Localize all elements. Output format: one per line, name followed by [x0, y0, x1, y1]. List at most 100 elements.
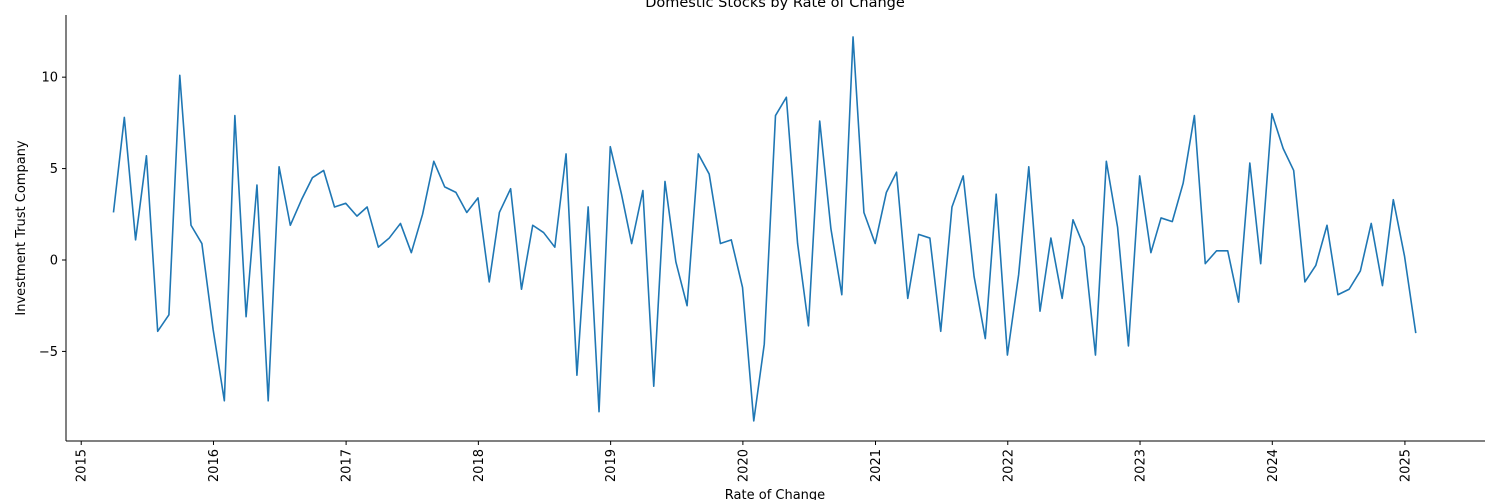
x-tick-label: 2018 [472, 449, 487, 482]
data-point [466, 211, 468, 213]
data-point [774, 114, 776, 116]
data-point [609, 145, 611, 147]
data-point [830, 228, 832, 230]
data-point [134, 239, 136, 241]
data-point [245, 315, 247, 317]
data-point [443, 186, 445, 188]
data-point [895, 171, 897, 173]
data-point [951, 206, 953, 208]
data-point [1083, 246, 1085, 248]
data-point [410, 251, 412, 253]
data-point [708, 173, 710, 175]
x-axis-label: Rate of Change [725, 488, 825, 500]
data-point [1072, 219, 1074, 221]
data-point [1392, 198, 1394, 200]
data-point [156, 330, 158, 332]
data-point [1006, 354, 1008, 356]
data-point [542, 231, 544, 233]
data-point [520, 288, 522, 290]
x-tick-label: 2017 [340, 449, 355, 482]
x-tick-label: 2022 [1001, 449, 1016, 482]
data-point [1326, 224, 1328, 226]
data-point [741, 286, 743, 288]
data-point [1381, 284, 1383, 286]
x-tick-label: 2016 [207, 449, 222, 482]
data-point [1370, 222, 1372, 224]
data-point [554, 246, 556, 248]
y-tick-label: 10 [41, 71, 58, 86]
data-point [697, 153, 699, 155]
data-point [377, 246, 379, 248]
data-point [1050, 237, 1052, 239]
data-point [1094, 354, 1096, 356]
data-point [267, 400, 269, 402]
data-point [1227, 250, 1229, 252]
data-point [1359, 270, 1361, 272]
data-point [852, 36, 854, 38]
data-point [488, 281, 490, 283]
data-point [190, 224, 192, 226]
data-point [345, 202, 347, 204]
data-point [201, 242, 203, 244]
data-point [630, 242, 632, 244]
data-point [477, 197, 479, 199]
data-point [498, 211, 500, 213]
data-point [234, 114, 236, 116]
data-point [1260, 262, 1262, 264]
data-point [1292, 169, 1294, 171]
data-point [962, 175, 964, 177]
x-tick-label: 2025 [1398, 449, 1413, 482]
data-point [168, 314, 170, 316]
data-point [785, 96, 787, 98]
data-point [587, 206, 589, 208]
data-point [311, 177, 313, 179]
data-point [1237, 301, 1239, 303]
x-tick-label: 2015 [75, 449, 90, 482]
data-point [1304, 281, 1306, 283]
data-point [1138, 175, 1140, 177]
data-point [1193, 114, 1195, 116]
data-point [179, 74, 181, 76]
data-point [807, 325, 809, 327]
data-point [1348, 288, 1350, 290]
data-point [863, 211, 865, 213]
data-point [399, 222, 401, 224]
data-point [123, 116, 125, 118]
y-tick-label: −5 [39, 345, 58, 360]
data-point [1249, 162, 1251, 164]
data-point [1271, 113, 1273, 115]
plot-area: −5 0 5 10 2015 2016 2017 2018 2019 2020 2021 2022 20… [39, 15, 1485, 482]
data-point [112, 211, 114, 213]
data-point [1215, 250, 1217, 252]
data-point [1127, 345, 1129, 347]
data-point [598, 411, 600, 413]
x-tick-label: 2023 [1134, 449, 1149, 482]
data-point [1204, 262, 1206, 264]
data-point [995, 193, 997, 195]
data-point [730, 239, 732, 241]
data-point [1337, 294, 1339, 296]
data-point [366, 206, 368, 208]
data-point [356, 215, 358, 217]
data-point [1017, 273, 1019, 275]
x-tick-label: 2019 [604, 449, 619, 482]
x-tick-label: 2024 [1266, 449, 1281, 482]
data-point [874, 242, 876, 244]
data-point [1039, 310, 1041, 312]
data-point [1028, 166, 1030, 168]
y-tick-label: 5 [50, 162, 58, 177]
data-point [675, 261, 677, 263]
data-point [796, 242, 798, 244]
data-point [1415, 332, 1417, 334]
data-point [1150, 251, 1152, 253]
data-point [1061, 297, 1063, 299]
data-point [256, 184, 258, 186]
data-point [753, 420, 755, 422]
data-point [907, 297, 909, 299]
data-point [719, 242, 721, 244]
data-point [322, 169, 324, 171]
series-line [112, 36, 1417, 422]
data-point [620, 193, 622, 195]
data-point [455, 191, 457, 193]
data-point [686, 305, 688, 307]
